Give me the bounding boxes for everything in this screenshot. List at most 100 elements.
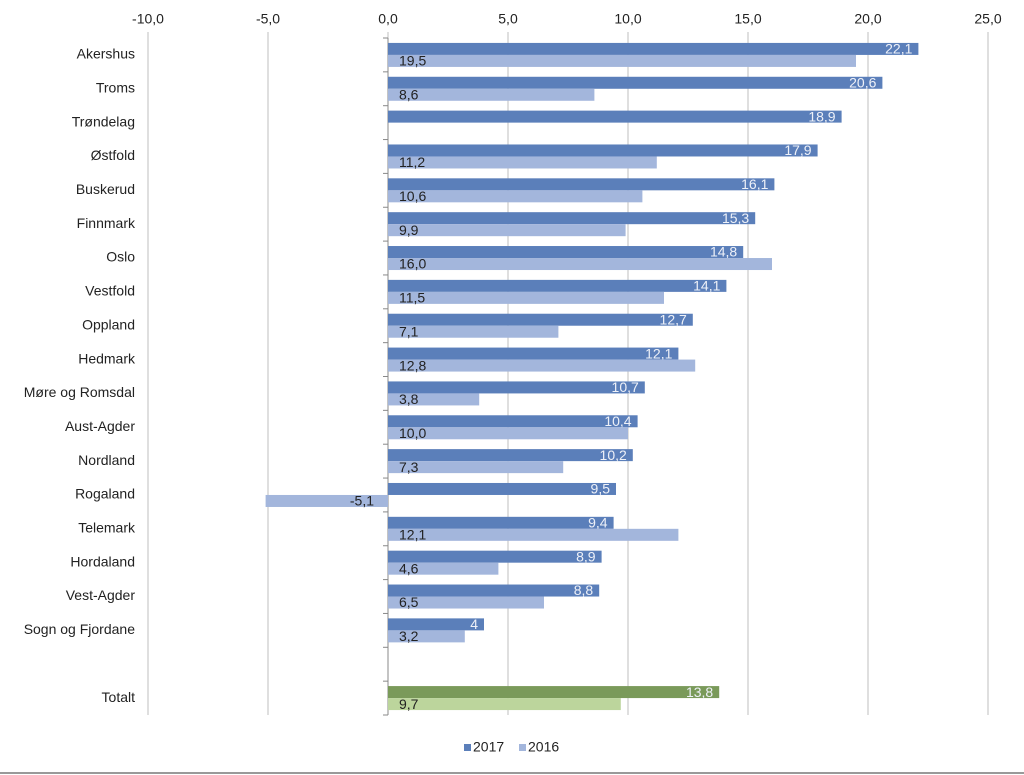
bar xyxy=(388,393,480,406)
x-tick-label: 10,0 xyxy=(614,11,641,27)
x-tick-label: 0,0 xyxy=(378,11,398,27)
legend-label: 2016 xyxy=(528,739,559,755)
value-label: 22,1 xyxy=(885,41,912,57)
value-label: 8,6 xyxy=(399,86,419,102)
value-label: 10,0 xyxy=(399,425,426,441)
bar xyxy=(265,494,388,507)
y-tick-label: Akershus xyxy=(77,46,135,62)
value-label: 14,8 xyxy=(710,244,737,260)
y-tick-label: Hordaland xyxy=(70,553,135,569)
value-label: 9,4 xyxy=(588,515,608,531)
bar xyxy=(388,381,645,394)
bar xyxy=(388,347,679,360)
y-tick-label: Telemark xyxy=(78,520,136,536)
value-label: 13,8 xyxy=(686,684,713,700)
bar xyxy=(388,528,679,541)
bar xyxy=(388,76,883,89)
x-tick-label: 5,0 xyxy=(498,11,518,27)
bar xyxy=(388,144,818,157)
x-tick-label: -10,0 xyxy=(132,11,164,27)
value-label: 17,9 xyxy=(784,142,811,158)
y-tick-label: Finnmark xyxy=(77,215,136,231)
bar xyxy=(388,630,465,643)
bar xyxy=(388,449,633,462)
y-tick-label: Vest-Agder xyxy=(66,587,136,603)
value-label: 9,5 xyxy=(591,481,611,497)
value-label: 7,3 xyxy=(399,459,419,475)
y-tick-label: Oppland xyxy=(82,316,135,332)
bar xyxy=(388,258,772,271)
value-label: 12,1 xyxy=(399,527,426,543)
y-tick-label: Vestfold xyxy=(85,283,135,299)
x-tick-label: 25,0 xyxy=(974,11,1001,27)
y-tick-label: Oslo xyxy=(106,249,135,265)
value-label: 3,8 xyxy=(399,391,419,407)
bar xyxy=(388,224,626,237)
bar xyxy=(388,550,602,563)
value-label: 8,8 xyxy=(574,582,594,598)
y-tick-label: Rogaland xyxy=(75,486,135,502)
legend-label: 2017 xyxy=(473,739,504,755)
value-label: 10,6 xyxy=(399,188,426,204)
bar xyxy=(388,415,638,428)
bar xyxy=(388,291,664,304)
bar xyxy=(388,212,756,225)
value-label: 16,0 xyxy=(399,256,426,272)
bar xyxy=(388,190,643,203)
bar xyxy=(388,482,616,495)
value-label: 20,6 xyxy=(849,74,876,90)
value-label: 4 xyxy=(470,616,478,632)
legend-swatch xyxy=(464,744,471,751)
bar xyxy=(388,618,484,631)
bar xyxy=(388,461,564,474)
bar xyxy=(388,427,628,440)
value-label: 9,7 xyxy=(399,696,419,712)
y-tick-label: Trøndelag xyxy=(72,113,135,129)
y-tick-label: Troms xyxy=(96,79,135,95)
value-label: 9,9 xyxy=(399,222,419,238)
bar xyxy=(388,686,720,699)
y-tick-label: Møre og Romsdal xyxy=(24,384,135,400)
bar xyxy=(388,178,775,191)
x-tick-label: 20,0 xyxy=(854,11,881,27)
bar xyxy=(388,279,727,292)
bar xyxy=(388,246,744,259)
value-label: 10,2 xyxy=(600,447,627,463)
bar xyxy=(388,359,696,372)
value-label: 7,1 xyxy=(399,323,419,339)
value-label: 12,8 xyxy=(399,357,426,373)
value-label: 4,6 xyxy=(399,560,419,576)
y-tick-label: Totalt xyxy=(102,689,136,705)
y-tick-label: Østfold xyxy=(91,147,135,163)
x-tick-label: 15,0 xyxy=(734,11,761,27)
bar xyxy=(388,698,621,711)
value-label: 16,1 xyxy=(741,176,768,192)
value-label: 15,3 xyxy=(722,210,749,226)
y-tick-label: Sogn og Fjordane xyxy=(24,621,136,637)
bar xyxy=(388,54,856,67)
legend-swatch xyxy=(519,744,526,751)
value-label: 10,7 xyxy=(612,379,639,395)
value-label: -5,1 xyxy=(350,493,374,509)
bar xyxy=(388,156,657,169)
value-label: 10,4 xyxy=(604,413,631,429)
bar xyxy=(388,110,842,123)
bar xyxy=(388,596,544,609)
value-label: 14,1 xyxy=(693,278,720,294)
y-tick-label: Hedmark xyxy=(78,350,136,366)
value-label: 18,9 xyxy=(808,108,835,124)
value-label: 11,2 xyxy=(399,154,425,170)
value-label: 8,9 xyxy=(576,548,596,564)
value-label: 3,2 xyxy=(399,628,419,644)
value-label: 19,5 xyxy=(399,53,426,69)
value-label: 12,1 xyxy=(645,345,672,361)
bar xyxy=(388,313,693,326)
y-tick-label: Buskerud xyxy=(76,181,135,197)
value-label: 6,5 xyxy=(399,594,419,610)
bar xyxy=(388,325,559,338)
value-label: 11,5 xyxy=(399,290,425,306)
x-tick-label: -5,0 xyxy=(256,11,280,27)
y-tick-label: Nordland xyxy=(78,452,135,468)
bar xyxy=(388,516,614,529)
bar xyxy=(388,88,595,101)
